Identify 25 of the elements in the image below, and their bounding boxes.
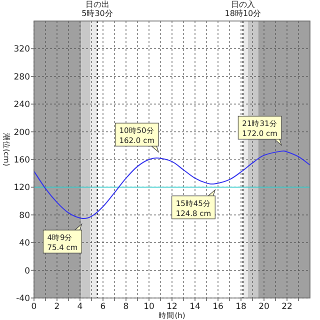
ref-line-label: 日の出 5時30分 xyxy=(82,0,113,18)
ref-line-label: 日の入 18時10分 xyxy=(224,0,262,18)
y-tick-label: 0 xyxy=(24,266,30,276)
line-series xyxy=(34,150,310,220)
x-tick-label: 8 xyxy=(123,302,129,312)
y-tick-label: 320 xyxy=(14,44,30,55)
y-tick-label: 80 xyxy=(19,210,30,221)
y-tick-label: 240 xyxy=(14,100,30,110)
y-tick-label: 160 xyxy=(14,156,30,166)
x-tick-label: 10 xyxy=(144,302,154,312)
x-tick-label: 20 xyxy=(258,302,270,312)
x-tick-label: 2 xyxy=(54,302,60,312)
x-tick-label: 6 xyxy=(100,302,106,312)
y-tick-label: 120 xyxy=(14,183,30,194)
x-tick-label: 12 xyxy=(166,302,178,312)
y-tick-label: 280 xyxy=(14,72,30,82)
x-tick-label: 16 xyxy=(212,302,224,312)
y-tick-label: 40 xyxy=(19,238,30,249)
x-tick-label: 22 xyxy=(282,302,292,312)
y-tick-label: 200 xyxy=(14,128,30,138)
x-tick-label: 18 xyxy=(236,302,246,312)
x-tick-label: 0 xyxy=(31,302,37,312)
x-tick-label: 4 xyxy=(77,302,83,312)
x-tick-label: 14 xyxy=(190,302,200,312)
y-tick-label: -40 xyxy=(16,294,30,304)
